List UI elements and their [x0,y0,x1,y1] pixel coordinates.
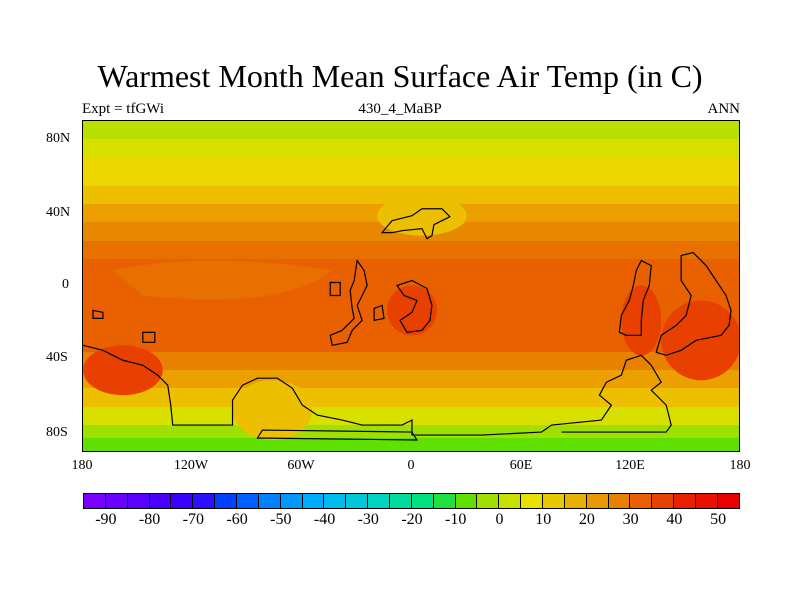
colorbar-label: -20 [401,511,423,528]
colorbar-swatch [279,493,303,509]
colorbar-label: -40 [313,511,336,528]
colorbar-swatch [542,493,565,509]
colorbar-label: -30 [357,511,379,528]
coastline-antarctic [256,429,419,441]
colorbar-swatch [476,493,500,509]
warm-region-east [661,300,739,381]
coastline-east-continent-b [655,251,732,356]
temperature-band [83,139,739,159]
colorbar-label: -90 [95,511,117,528]
warm-region-africa [387,285,437,336]
colorbar-label: -60 [226,511,248,528]
colorbar-swatch [410,493,434,509]
colorbar-swatch [83,493,106,509]
colorbar-label: 50 [710,511,727,528]
season-label: ANN [707,101,741,117]
coastline-west-continent [329,259,368,347]
northern-continent-region [377,195,467,236]
colorbar-swatch [367,493,391,509]
colorbar-swatch [716,493,740,509]
coastline-overlay [83,195,739,441]
colorbar-swatch [345,493,369,509]
coastline-west-island [92,309,104,319]
colorbar-swatch [389,493,412,509]
colorbar-swatch [323,493,347,509]
lon-tick-180w: 180 [71,458,93,473]
temperature-band [83,157,739,187]
lat-tick-40n: 40N [46,205,71,220]
coastline-central-continent [396,279,433,333]
colorbar-swatch [301,493,325,509]
colorbar-swatch [170,493,194,509]
colorbar-swatch [257,493,281,509]
colorbar-swatch [498,493,522,509]
colorbar [83,493,740,509]
warm-region-west [83,345,163,396]
colorbar-label: -70 [182,511,204,528]
lat-tick-80n: 80N [46,131,71,146]
colorbar-swatch [148,493,172,509]
coastline-east-continent-a [618,259,652,336]
lon-tick-180e: 180 [729,458,751,473]
antarctic-peninsula-region [232,380,313,441]
lon-tick-60w: 60W [287,458,315,473]
colorbar-swatch [126,493,150,509]
coastline-small-island [373,304,385,322]
cooler-region-pacific [112,260,333,300]
colorbar-swatch [454,493,478,509]
temperature-band [83,121,739,141]
colorbar-swatch [432,493,456,509]
colorbar-label: 10 [535,511,552,528]
lon-tick-120e: 120E [615,458,645,473]
temperature-band [83,351,739,371]
colorbar-swatch [214,493,238,509]
coastline-southern-continent [83,344,672,436]
colorbar-label: 20 [578,511,595,528]
lat-tick-40s: 40S [46,350,68,365]
colorbar-swatch [104,493,128,509]
colorbar-swatch [695,493,718,509]
temperature-band [83,370,739,390]
colorbar-swatch [563,493,587,509]
temperature-map [82,120,740,452]
colorbar-label: -50 [270,511,292,528]
lat-tick-0: 0 [62,277,69,292]
temperature-band [83,240,739,261]
coastline-west-island-b [142,331,156,343]
lon-tick-60e: 60E [509,458,533,473]
colorbar-swatch [673,493,697,509]
colorbar-label: -80 [138,511,161,528]
colorbar-label: -10 [445,511,467,528]
colorbar-swatch [192,493,216,509]
colorbar-swatch [520,493,544,509]
colorbar-swatch [585,493,609,509]
period-label: 430_4_MaBP [358,101,442,117]
lat-tick-80s: 80S [46,425,68,440]
temperature-band [83,438,739,451]
lon-tick-0: 0 [407,458,415,473]
lon-tick-120w: 120W [173,458,209,473]
colorbar-swatch [607,493,631,509]
colorbar-swatch [236,493,259,509]
coastline-north-continent [380,208,451,240]
coastline-island [329,281,341,297]
colorbar-swatch [629,493,653,509]
temperature-band [83,185,739,205]
colorbar-swatch [651,493,675,509]
experiment-label: Expt = tfGWi [82,101,165,117]
colorbar-label: 0 [495,511,504,528]
colorbar-label: 30 [622,511,639,528]
map-title: Warmest Month Mean Surface Air Temp (in … [97,58,703,94]
colorbar-label: 40 [666,511,683,528]
